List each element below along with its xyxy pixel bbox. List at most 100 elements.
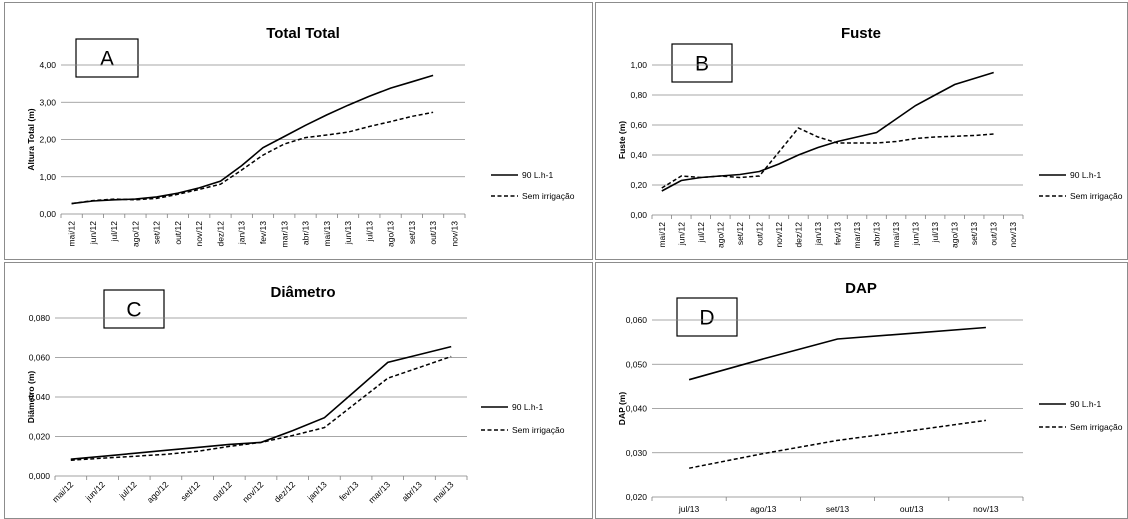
series-line-irrigated: [661, 71, 994, 192]
y-tick-label: 1,00: [39, 172, 56, 182]
chart-title: Total Total: [266, 25, 340, 42]
chart-title: Diâmetro: [270, 284, 335, 301]
legend-label: 90 L.h-1: [522, 170, 553, 180]
x-tick-label: out/12: [173, 221, 183, 245]
chart-panel-c: Diâmetro C 0,000 0,020 0,040 0,060 0,080 Diâmet…: [4, 262, 593, 519]
x-tick-label: abr/13: [301, 221, 311, 245]
x-tick-label: ago/13: [386, 221, 396, 247]
x-tick-label: out/12: [754, 222, 764, 246]
x-tick-label: fev/13: [337, 479, 361, 503]
x-tick-label: dez/12: [215, 221, 225, 247]
x-tick-label: set/13: [407, 221, 417, 244]
x-tick-label: jun/13: [911, 222, 921, 246]
x-tick-label: out/13: [989, 222, 999, 246]
x-tick-label: jul/13: [364, 221, 374, 243]
x-tick-label: abr/13: [400, 479, 424, 503]
y-tick-label: 1,00: [630, 60, 647, 70]
x-tick-label: set/12: [735, 222, 745, 245]
y-tick-label: 3,00: [39, 97, 56, 107]
y-axis-label: Altura Total (m): [26, 108, 36, 170]
x-tick-label: jul/13: [930, 222, 940, 244]
y-tick-label: 0,040: [29, 392, 51, 402]
y-tick-label: 0,060: [626, 315, 648, 325]
y-tick-label: 2,00: [39, 135, 56, 145]
panel-letter-box: [75, 38, 139, 78]
x-tick-label: mai/12: [657, 222, 667, 248]
x-tick-label: jul/12: [116, 479, 138, 501]
chart-panel-b: Fuste B 0,00 0,20 0,40 0,60 0,80 1,00 Fuste (m) m…: [595, 2, 1128, 260]
x-tick-label: ago/12: [130, 221, 140, 247]
x-tick-label: jul/13: [678, 504, 700, 514]
legend-label: Sem irrigação: [1070, 191, 1123, 201]
panel-letter-box: [671, 43, 733, 83]
y-tick-label: 0,80: [630, 90, 647, 100]
series-line-non-irrigated: [71, 111, 434, 205]
chart-svg: Diâmetro C 0,000 0,020 0,040 0,060 0,080 Diâmet…: [26, 284, 565, 505]
x-tick-label: mai/13: [891, 222, 901, 248]
legend-label: Sem irrigação: [522, 191, 575, 201]
y-tick-label: 0,040: [626, 404, 648, 414]
legend-label: Sem irrigação: [1070, 422, 1123, 432]
x-tick-label: jan/13: [237, 221, 247, 245]
chart-panel-a: Total Total A 0,00 1,00 2,00 3,00 4,00 Altura T…: [4, 2, 593, 260]
x-tick-label: mar/13: [366, 479, 392, 505]
legend-label: 90 L.h-1: [512, 402, 543, 412]
panel-letter: B: [695, 53, 709, 76]
panel-letter-box: [676, 297, 738, 337]
y-tick-label: 4,00: [39, 60, 56, 70]
chart-svg: DAP D 0,020 0,030 0,040 0,050 0,060 DAP (m) jul/…: [617, 280, 1123, 514]
x-tick-label: mai/12: [50, 479, 75, 504]
panel-letter-box: [103, 289, 165, 329]
series-line-non-irrigated: [661, 127, 994, 189]
series-line-non-irrigated: [688, 419, 987, 469]
x-tick-label: dez/12: [272, 479, 297, 504]
x-tick-label: fev/13: [833, 222, 843, 245]
chart-svg: Fuste B 0,00 0,20 0,40 0,60 0,80 1,00 Fuste (m) m…: [617, 25, 1123, 249]
x-tick-label: set/13: [826, 504, 849, 514]
legend-label: Sem irrigação: [512, 425, 565, 435]
series-line-non-irrigated: [70, 355, 452, 461]
x-tick-label: jul/12: [696, 222, 706, 244]
x-tick-label: ago/13: [950, 222, 960, 248]
x-tick-label: jun/12: [676, 222, 686, 246]
x-tick-label: jun/13: [343, 221, 353, 245]
chart-svg: Total Total A 0,00 1,00 2,00 3,00 4,00 Altura T…: [26, 25, 575, 248]
y-tick-label: 0,20: [630, 180, 647, 190]
y-tick-label: 0,000: [29, 471, 51, 481]
panel-letter: C: [126, 299, 141, 322]
x-tick-label: out/13: [900, 504, 924, 514]
x-tick-label: set/12: [152, 221, 162, 244]
panel-letter: D: [699, 307, 714, 330]
y-tick-label: 0,060: [29, 353, 51, 363]
y-axis-label: DAP (m): [617, 392, 627, 426]
x-tick-label: ago/12: [145, 479, 171, 505]
y-tick-label: 0,020: [29, 432, 51, 442]
x-tick-label: mar/13: [279, 221, 289, 248]
x-tick-label: jan/13: [305, 479, 329, 503]
x-tick-label: nov/12: [194, 221, 204, 247]
x-tick-label: fev/13: [258, 221, 268, 244]
y-tick-label: 0,050: [626, 359, 648, 369]
y-axis-label: Diâmetro (m): [26, 371, 36, 424]
x-tick-label: abr/13: [872, 222, 882, 246]
x-tick-label: nov/12: [774, 222, 784, 248]
y-axis-label: Fuste (m): [617, 121, 627, 159]
y-tick-label: 0,40: [630, 150, 647, 160]
x-tick-label: out/13: [428, 221, 438, 245]
chart-panel-d: DAP D 0,020 0,030 0,040 0,050 0,060 DAP (m) jul/…: [595, 262, 1128, 519]
chart-title: Fuste: [841, 25, 881, 42]
x-tick-label: mai/13: [322, 221, 332, 247]
x-tick-label: set/12: [179, 479, 203, 503]
x-tick-label: nov/13: [973, 504, 999, 514]
x-tick-label: mai/12: [67, 221, 77, 247]
chart-title: DAP: [845, 280, 877, 297]
y-tick-label: 0,00: [39, 209, 56, 219]
x-tick-label: nov/12: [240, 479, 265, 504]
y-tick-label: 0,030: [626, 448, 648, 458]
x-tick-label: mar/13: [852, 222, 862, 249]
x-tick-label: jan/13: [813, 222, 823, 246]
x-tick-label: ago/13: [750, 504, 776, 514]
x-tick-label: jun/12: [83, 479, 107, 503]
x-tick-label: out/12: [210, 479, 234, 503]
